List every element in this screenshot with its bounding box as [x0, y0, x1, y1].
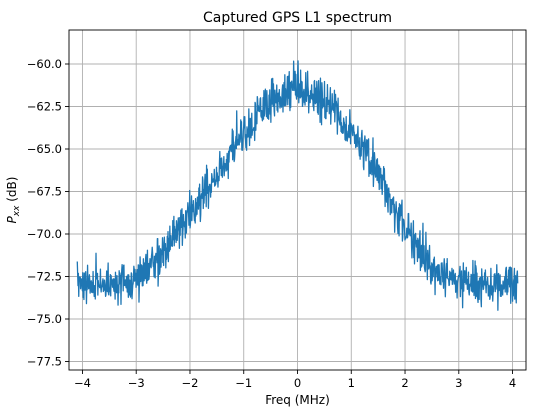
y-tick-label: −77.5: [27, 355, 62, 369]
y-tick-label: −70.0: [27, 227, 62, 241]
x-axis: −4 −3 −2 −1 0 1 2 3 4: [74, 370, 516, 390]
y-tick-label: −72.5: [27, 270, 62, 284]
x-tick-label: 0: [294, 376, 301, 390]
y-tick-label: −65.0: [27, 142, 62, 156]
x-tick-label: −2: [181, 376, 198, 390]
y-tick-label: −75.0: [27, 312, 62, 326]
y-axis-label-unit: (dB): [5, 177, 19, 206]
x-tick-label: 2: [401, 376, 408, 390]
y-axis-label-base: P: [5, 215, 19, 223]
x-tick-label: −3: [128, 376, 145, 390]
y-axis-label: Pxx (dB): [5, 177, 22, 224]
x-tick-label: −4: [74, 376, 91, 390]
y-tick-label: −67.5: [27, 185, 62, 199]
chart-title: Captured GPS L1 spectrum: [203, 10, 392, 26]
x-axis-label: Freq (MHz): [265, 393, 330, 407]
y-tick-label: −60.0: [27, 57, 62, 71]
x-tick-label: −1: [235, 376, 252, 390]
y-tick-label: −62.5: [27, 100, 62, 114]
y-axis: −77.5 −75.0 −72.5 −70.0 −67.5 −65.0 −62.5 −60.0: [27, 57, 69, 369]
y-axis-label-subscript: xx: [12, 205, 22, 217]
x-tick-label: 3: [455, 376, 462, 390]
x-tick-label: 4: [509, 376, 516, 390]
psd-series-line: [76, 60, 519, 311]
x-tick-label: 1: [348, 376, 355, 390]
